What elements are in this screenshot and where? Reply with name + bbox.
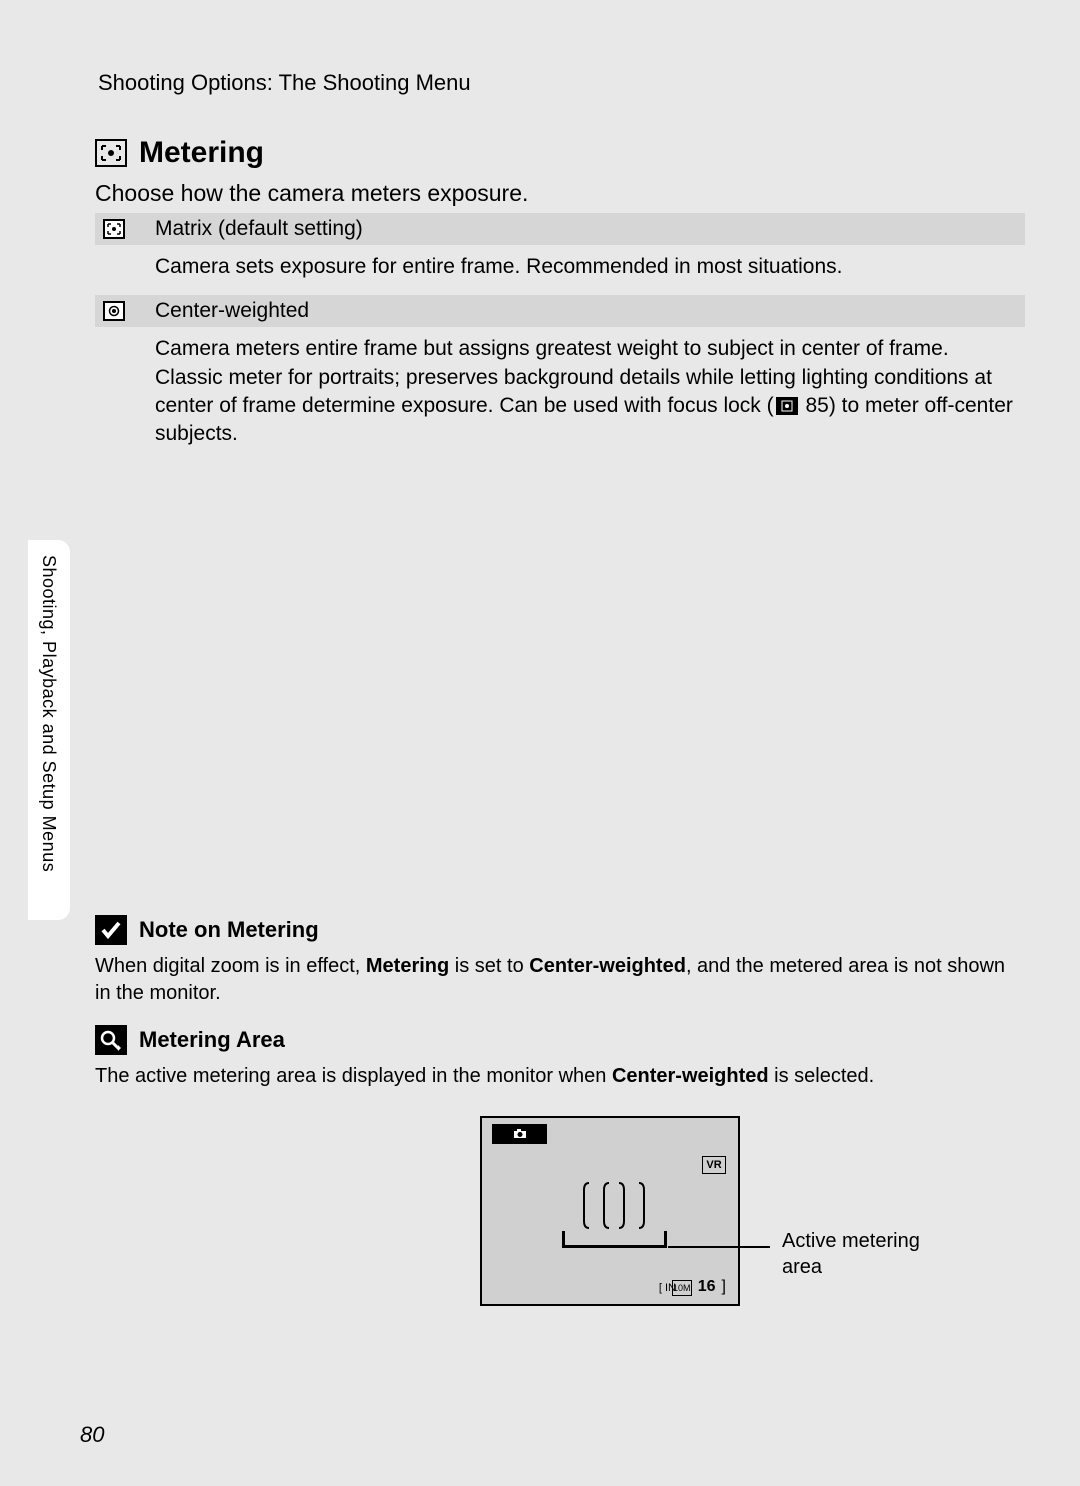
area-body: The active metering area is displayed in…: [95, 1063, 1025, 1090]
area-heading: Metering Area: [95, 1025, 1025, 1055]
monitor-diagram: VR [ IN 10M 16 ] Active metering area: [480, 1116, 740, 1306]
area-bold1: Center-weighted: [612, 1065, 769, 1087]
note-heading: Note on Metering: [95, 915, 1025, 945]
check-icon: [95, 915, 127, 945]
page-content: Shooting Options: The Shooting Menu Mete…: [0, 0, 1080, 1486]
tip-icon: [95, 1025, 127, 1055]
option-row-center: Center-weighted: [95, 295, 1025, 327]
option-label-matrix: Matrix (default setting): [155, 217, 363, 241]
area-title: Metering Area: [139, 1027, 285, 1053]
page-ref-icon: [776, 397, 798, 415]
note-pre: When digital zoom is in effect,: [95, 955, 366, 977]
callout-line: [668, 1246, 770, 1248]
metering-area-indicator: [562, 1213, 667, 1248]
option-label-center: Center-weighted: [155, 299, 309, 323]
mode-indicator: [492, 1124, 547, 1144]
center-weighted-icon: [103, 301, 125, 321]
note-title: Note on Metering: [139, 917, 319, 943]
note-bold2: Center-weighted: [529, 955, 686, 977]
metering-icon: [95, 139, 127, 167]
vr-icon: VR: [702, 1156, 726, 1174]
title-row: Metering: [95, 136, 1025, 170]
matrix-icon: [103, 219, 125, 239]
note-bold1: Metering: [366, 955, 449, 977]
page-subtitle: Choose how the camera meters exposure.: [95, 180, 1025, 207]
page-title: Metering: [139, 136, 264, 170]
ten-m-icon: 10M: [672, 1280, 692, 1296]
page-header: Shooting Options: The Shooting Menu: [98, 70, 1025, 96]
diagram-wrap: VR [ IN 10M 16 ] Active metering area: [95, 1116, 1025, 1306]
note-mid1: is set to: [449, 955, 529, 977]
area-pre: The active metering area is displayed in…: [95, 1065, 612, 1087]
bottom-icons: 10M 16 ]: [672, 1278, 726, 1296]
note-body: When digital zoom is in effect, Metering…: [95, 953, 1025, 1007]
page-number: 80: [80, 1422, 104, 1448]
sixteen-label: 16: [698, 1278, 716, 1296]
area-post: is selected.: [769, 1065, 875, 1087]
callout-text: Active metering area: [782, 1228, 962, 1280]
option-desc-center: Camera meters entire frame but assigns g…: [95, 329, 1025, 462]
ref-page-number: 85: [805, 394, 828, 417]
option-desc-matrix: Camera sets exposure for entire frame. R…: [95, 247, 1025, 295]
option-row-matrix: Matrix (default setting): [95, 213, 1025, 245]
